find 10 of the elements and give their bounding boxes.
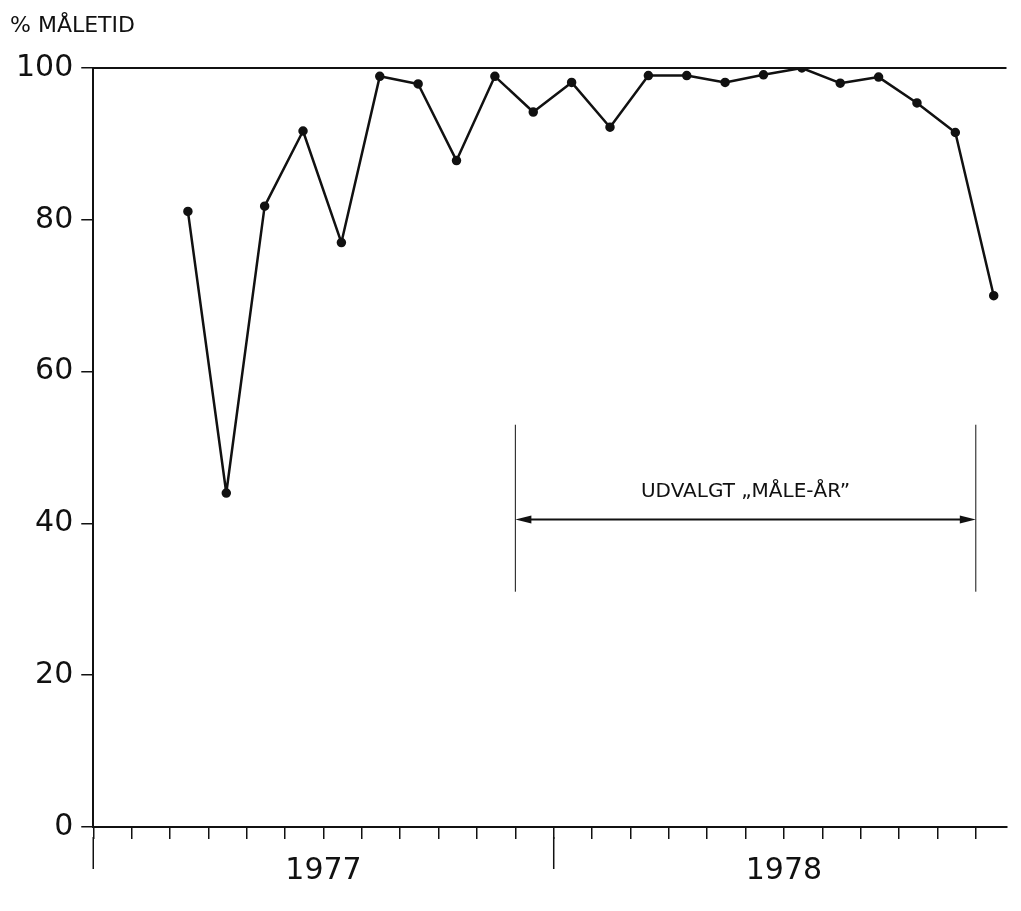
y-axis-title: % MÅLETID <box>10 10 135 37</box>
y-tick-label: 80 <box>35 199 74 235</box>
x-tick-label: 1977 <box>285 850 362 886</box>
y-tick-label: 100 <box>16 47 74 83</box>
y-tick-label: 40 <box>35 503 74 539</box>
y-tick-label: 60 <box>35 351 74 387</box>
y-tick-label: 20 <box>35 655 74 690</box>
y-tick-label: 0 <box>54 806 74 842</box>
annotation: UDVALGT „MÅLE-ÅR” <box>640 477 851 502</box>
x-tick-label: 1978 <box>745 850 823 886</box>
